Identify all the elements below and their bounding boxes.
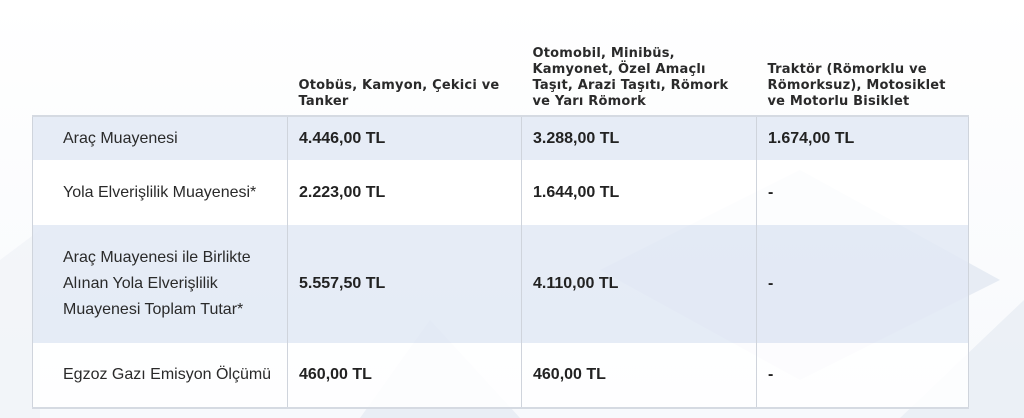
cell-value: 4.110,00 TL bbox=[521, 225, 757, 343]
cell-value: - bbox=[756, 343, 969, 409]
cell-value: 4.446,00 TL bbox=[287, 115, 522, 160]
cell-value: - bbox=[756, 160, 969, 225]
cell-value: 5.557,50 TL bbox=[287, 225, 522, 343]
row-label: Araç Muayenesi bbox=[32, 115, 288, 160]
inspection-fee-table: Otobüs, Kamyon, Çekici ve Tanker Otomobi… bbox=[32, 36, 969, 409]
header-tractor-motorcycle: Traktör (Römorklu ve Römorksuz), Motosik… bbox=[767, 62, 946, 109]
row-label: Egzoz Gazı Emisyon Ölçümü bbox=[32, 343, 288, 409]
row-label: Araç Muayenesi ile Birlikte Alınan Yola … bbox=[32, 225, 288, 343]
row-label: Yola Elverişlilik Muayenesi* bbox=[32, 160, 288, 225]
cell-value: - bbox=[756, 225, 969, 343]
table-row: Araç Muayenesi 4.446,00 TL 3.288,00 TL 1… bbox=[32, 115, 969, 160]
table-row: Yola Elverişlilik Muayenesi* 2.223,00 TL… bbox=[32, 160, 969, 225]
cell-value: 1.644,00 TL bbox=[521, 160, 757, 225]
header-bus-truck: Otobüs, Kamyon, Çekici ve Tanker bbox=[298, 78, 500, 109]
cell-value: 1.674,00 TL bbox=[756, 115, 969, 160]
table-header-row: Otobüs, Kamyon, Çekici ve Tanker Otomobi… bbox=[33, 36, 969, 116]
cell-value: 460,00 TL bbox=[287, 343, 522, 409]
cell-value: 3.288,00 TL bbox=[521, 115, 757, 160]
cell-value: 2.223,00 TL bbox=[287, 160, 522, 225]
table-row: Egzoz Gazı Emisyon Ölçümü 460,00 TL 460,… bbox=[32, 343, 969, 409]
cell-value: 460,00 TL bbox=[521, 343, 757, 409]
table-row: Araç Muayenesi ile Birlikte Alınan Yola … bbox=[32, 225, 969, 343]
header-empty bbox=[33, 36, 288, 116]
header-car-minibus: Otomobil, Minibüs, Kamyonet, Özel Amaçlı… bbox=[532, 46, 729, 109]
